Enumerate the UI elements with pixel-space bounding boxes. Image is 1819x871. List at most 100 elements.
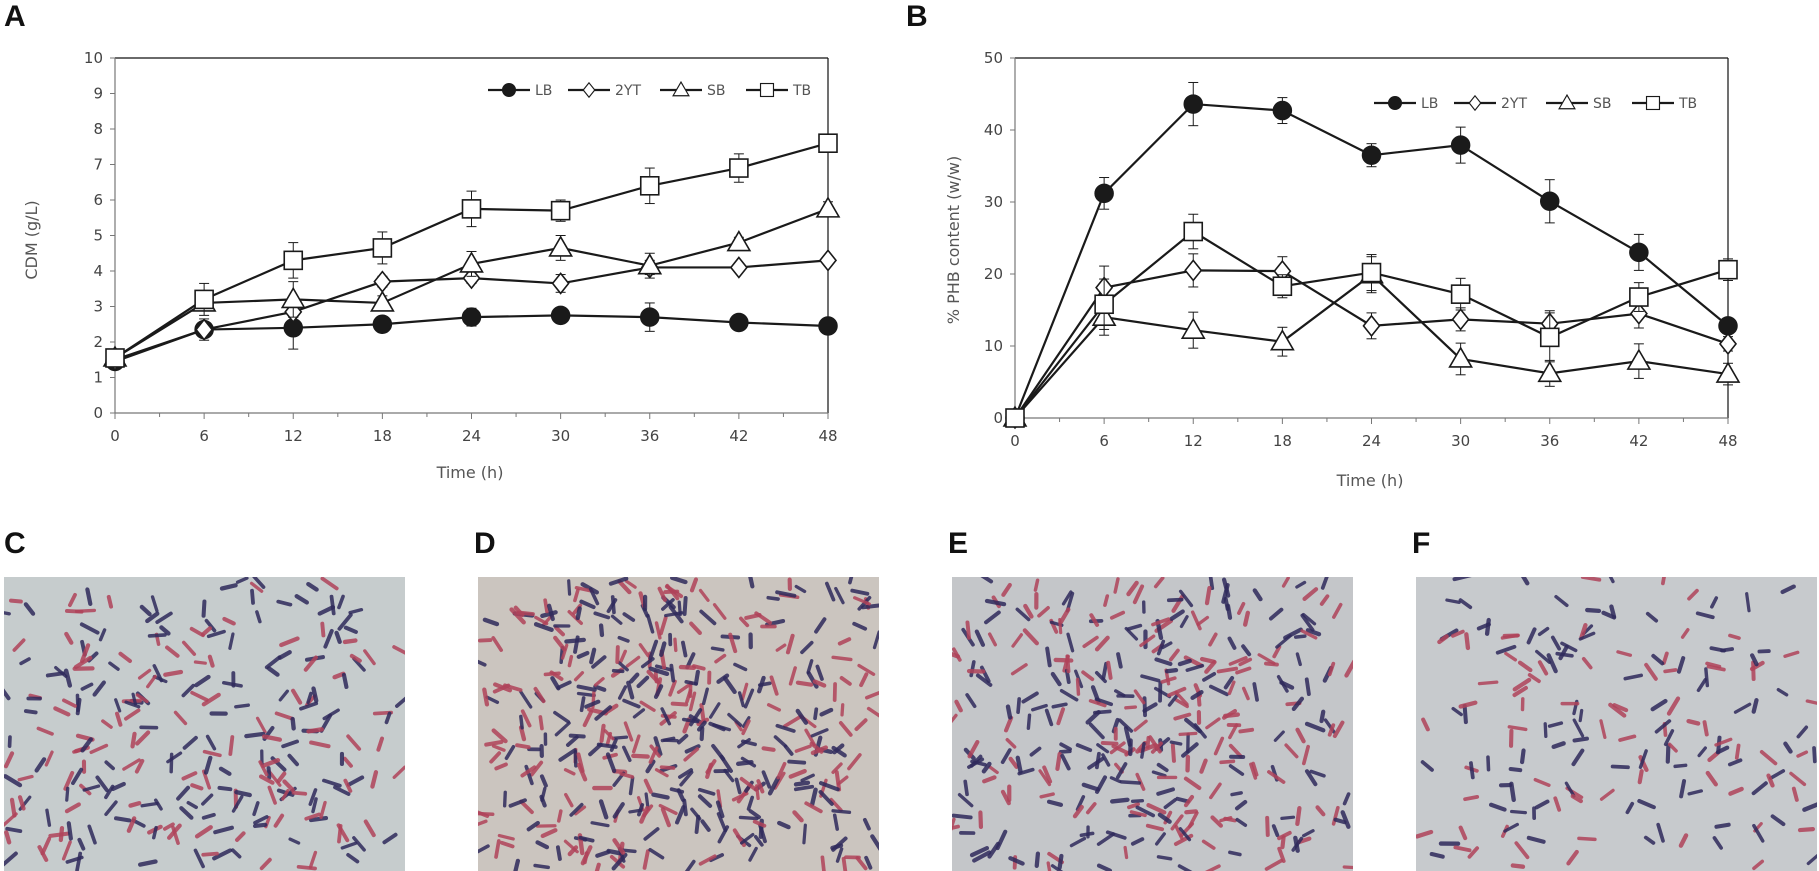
bacterium-cell [752, 819, 767, 828]
bacterium-cell [1238, 727, 1255, 734]
bacterium-cell [739, 832, 755, 845]
bacterium-cell [622, 745, 632, 763]
bacterium-cell [222, 681, 243, 688]
bacterium-cell [1000, 748, 1012, 765]
bacterium-cell [611, 668, 625, 674]
bacterium-cell [108, 661, 120, 671]
bacterium-cell [376, 736, 385, 752]
chart-b-point-tb [1094, 294, 1114, 315]
bacterium-cell [683, 859, 696, 871]
bacterium-cell [1168, 648, 1180, 662]
bacterium-cell [664, 611, 684, 618]
bacterium-cell [1678, 833, 1689, 848]
bacterium-cell [181, 771, 198, 781]
bacterium-cell [1072, 804, 1084, 819]
bacterium-cell [864, 691, 879, 700]
bacterium-cell [547, 603, 555, 622]
bacterium-cell [1344, 659, 1353, 678]
bacterium-cell [831, 809, 852, 815]
bacterium-cell [643, 827, 660, 841]
bacterium-cell [1445, 598, 1461, 604]
bacterium-cell [1167, 693, 1179, 707]
bacterium-cell [1751, 660, 1756, 682]
bacterium-cell [1331, 805, 1340, 826]
bacterium-cell [352, 836, 366, 852]
chart-b-legend-label: SB [1593, 96, 1612, 112]
bacterium-cell [1535, 649, 1552, 664]
bacterium-cell [1514, 841, 1530, 860]
bacterium-cell [716, 812, 728, 833]
bacterium-cell [1667, 742, 1678, 753]
bacterium-cell [699, 726, 705, 742]
bacterium-cell [308, 816, 329, 823]
bacterium-cell [212, 848, 233, 861]
bacterium-cell [79, 622, 100, 635]
bacterium-cell [1420, 760, 1434, 772]
bacterium-cell [1160, 676, 1177, 684]
bacterium-cell [975, 673, 993, 687]
bacterium-cell [648, 666, 670, 677]
bacterium-cell [741, 716, 751, 728]
bacterium-cell [126, 816, 137, 833]
bacterium-cell [673, 637, 678, 653]
bacterium-cell [205, 734, 217, 751]
bacterium-cell [1051, 702, 1068, 709]
bacterium-cell [1222, 708, 1237, 720]
bacterium-cell [584, 699, 601, 709]
bacterium-cell [1004, 715, 1014, 733]
bacterium-cell [727, 712, 743, 727]
bacterium-cell [829, 797, 843, 812]
chart-a-ytick-label: 0 [93, 404, 103, 422]
chart-a-point-lb [729, 312, 749, 333]
chart-a-ytick-label: 4 [93, 262, 103, 280]
bacterium-cell [1241, 644, 1252, 657]
bacterium-cell [1293, 634, 1307, 639]
bacterium-cell [793, 780, 811, 787]
bacterium-cell [832, 813, 839, 831]
bacterium-cell [45, 808, 52, 827]
bacterium-cell [1679, 779, 1687, 799]
bacterium-cell [788, 666, 797, 686]
bacterium-cell [1450, 629, 1465, 638]
bacterium-cell [230, 848, 242, 859]
bacterium-cell [653, 684, 664, 699]
bacterium-cell [567, 610, 583, 625]
bacterium-cell [4, 851, 18, 867]
bacterium-cell [1301, 612, 1317, 626]
bacterium-cell [1199, 656, 1216, 664]
bacterium-cell [61, 840, 72, 861]
bacterium-cell [954, 699, 963, 713]
bacterium-cell [1249, 762, 1258, 780]
bacterium-cell [678, 664, 697, 670]
bacterium-cell [343, 778, 353, 793]
chart-b-phb: Time (h) % PHB content (w/w) 0 10 20 30 40 50… [944, 49, 1741, 490]
chart-a-point-sb [369, 290, 395, 312]
bacterium-cell [1081, 782, 1100, 792]
bacterium-cell [832, 743, 845, 755]
bacterium-cell [1066, 632, 1075, 653]
bacterium-cell [1665, 743, 1671, 764]
bacterium-cell [701, 687, 709, 706]
bacterium-cell [152, 825, 158, 840]
bacterium-cell [974, 629, 986, 647]
bacterium-cell [588, 587, 600, 606]
bacterium-cell [1705, 770, 1718, 787]
bacterium-cell [800, 640, 814, 655]
bacterium-cell [1174, 698, 1189, 709]
bacterium-cell [36, 726, 54, 736]
bacterium-cell [163, 669, 184, 677]
bacterium-cell [288, 837, 301, 845]
bacterium-cell [1705, 661, 1722, 669]
bacterium-cell [563, 768, 576, 776]
bacterium-cell [491, 744, 506, 752]
bacterium-cell [266, 666, 280, 677]
bacterium-cell [1227, 636, 1237, 650]
bacterium-cell [92, 680, 106, 697]
bacterium-cell [1702, 720, 1709, 737]
bacterium-cell [831, 655, 853, 662]
bacterium-cell [1106, 660, 1113, 680]
bacterium-cell [1546, 653, 1558, 674]
bacterium-cell [1170, 743, 1176, 763]
bacterium-cell [1623, 673, 1643, 681]
bacterium-cell [785, 633, 795, 655]
